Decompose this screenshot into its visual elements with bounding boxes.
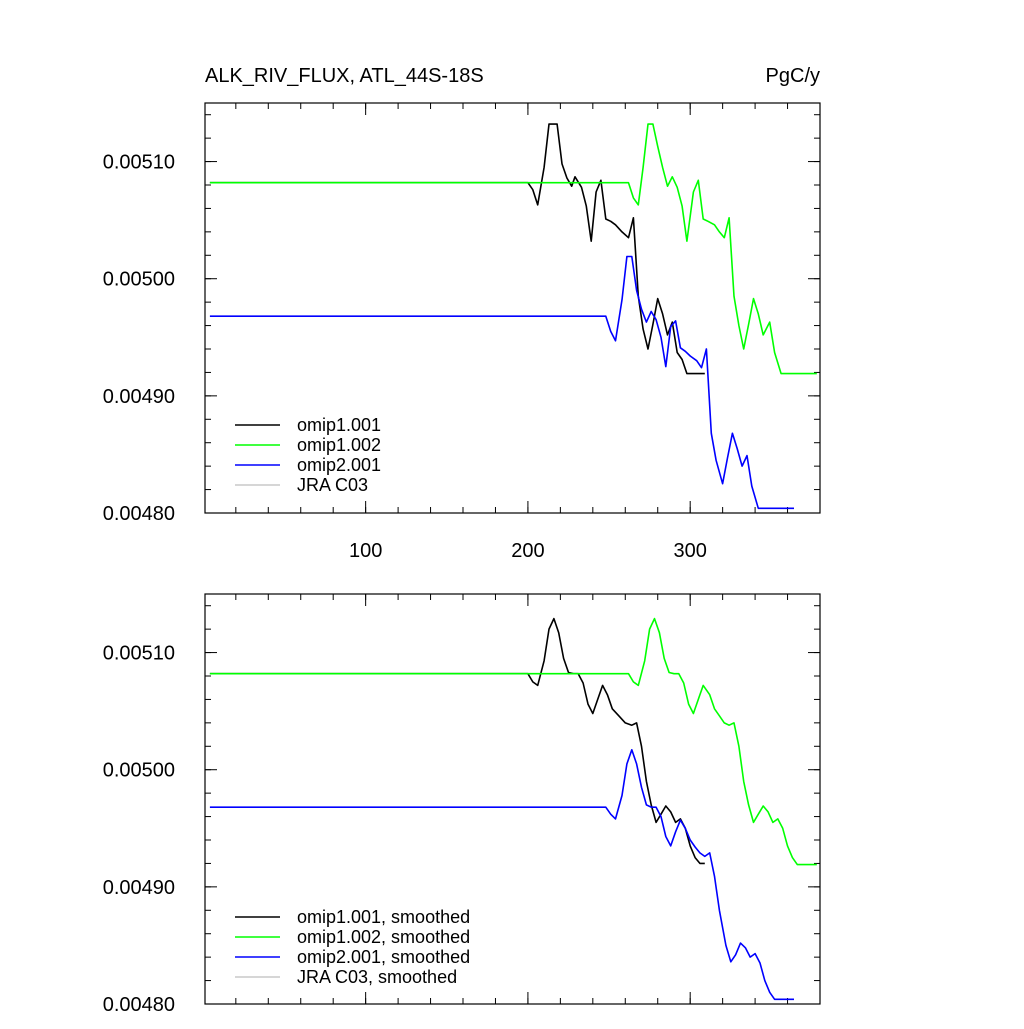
- legend-label: omip2.001: [297, 455, 381, 475]
- y-tick-label: 0.00510: [103, 643, 175, 665]
- legend-label: omip1.002: [297, 435, 381, 455]
- series-line: [209, 617, 817, 866]
- top-panel: 0.00480 0.00490 0.00500 0.00510 100 200 300 omi…: [103, 102, 821, 562]
- series-line: [209, 123, 705, 375]
- y-tick-label: 0.00510: [103, 152, 175, 174]
- legend-label: JRA C03: [297, 475, 368, 495]
- legend-label: omip1.002, smoothed: [297, 927, 470, 947]
- series-line: [209, 748, 794, 1001]
- plot-frame: [204, 593, 821, 1005]
- y-tick-label: 0.00490: [103, 386, 175, 408]
- series-line: [209, 255, 794, 510]
- y-tick-label: 0.00500: [103, 269, 175, 291]
- series-line: [209, 123, 817, 375]
- plot-frame: [204, 102, 821, 514]
- legend-label: omip1.001, smoothed: [297, 907, 470, 927]
- series-line: [209, 617, 705, 865]
- y-tick-label: 0.00480: [103, 994, 175, 1016]
- y-tick-label: 0.00480: [103, 503, 175, 525]
- bottom-panel: 0.00480 0.00490 0.00500 0.00510 omip1.001, s…: [103, 593, 821, 1016]
- chart-title: ALK_RIV_FLUX, ATL_44S-18S: [205, 65, 484, 87]
- legend-label: omip2.001, smoothed: [297, 947, 470, 967]
- y-tick-label: 0.00500: [103, 760, 175, 782]
- legend-label: omip1.001: [297, 415, 381, 435]
- x-tick-label: 200: [511, 540, 544, 562]
- y-tick-label: 0.00490: [103, 877, 175, 899]
- x-tick-label: 100: [349, 540, 382, 562]
- chart-units: PgC/y: [766, 65, 820, 87]
- legend-label: JRA C03, smoothed: [297, 967, 457, 987]
- x-tick-label: 300: [673, 540, 706, 562]
